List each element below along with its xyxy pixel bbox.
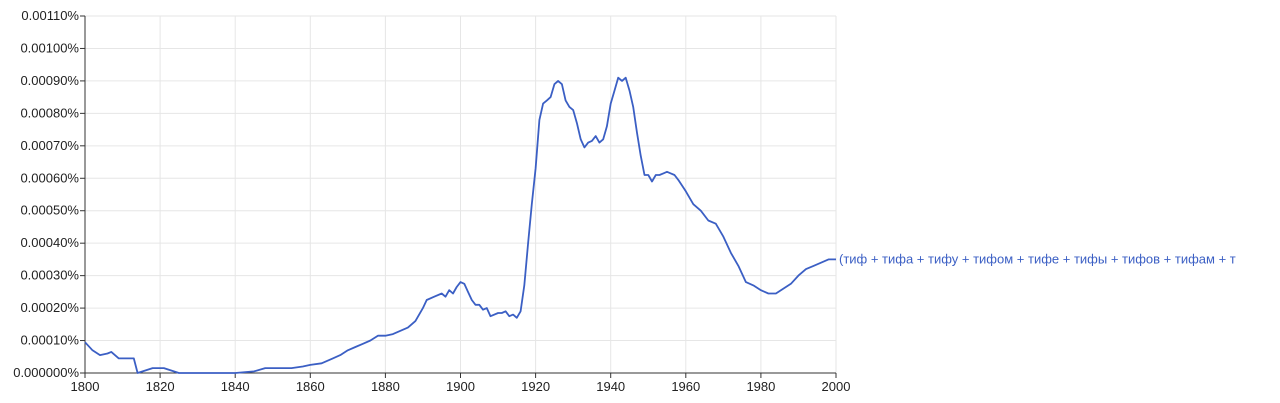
- y-tick-label: 0.00040%: [20, 235, 79, 250]
- y-tick-label: 0.00100%: [20, 40, 79, 55]
- x-tick-label: 1880: [371, 379, 400, 394]
- y-tick-label: 0.00030%: [20, 268, 79, 283]
- y-axis-ticks: 0.000000% 0.00010% 0.00020% 0.00030% 0.00040…: [13, 8, 85, 380]
- y-tick-label: 0.00010%: [20, 333, 79, 348]
- x-tick-label: 1800: [71, 379, 100, 394]
- series-group: (тиф + тифа + тифу + тифом + тифе + тифы…: [84, 76, 1236, 374]
- y-tick-label: 0.00070%: [20, 138, 79, 153]
- y-tick-label: 0.00080%: [20, 105, 79, 120]
- x-tick-label: 1920: [521, 379, 550, 394]
- x-tick-label: 1860: [296, 379, 325, 394]
- x-tick-label: 1820: [146, 379, 175, 394]
- x-tick-label: 1840: [221, 379, 250, 394]
- x-axis-ticks: 1800 1820 1840 1860 1880 1900 1920 1940 1960 1980…: [71, 373, 851, 394]
- y-tick-label: 0.000000%: [13, 365, 79, 380]
- x-tick-label: 1980: [746, 379, 775, 394]
- x-tick-label: 1940: [596, 379, 625, 394]
- x-tick-label: 1960: [671, 379, 700, 394]
- series-label[interactable]: (тиф + тифа + тифу + тифом + тифе + тифы…: [839, 251, 1236, 266]
- grid-lines: [84, 15, 837, 374]
- y-tick-label: 0.00110%: [21, 8, 79, 23]
- series-line[interactable]: [84, 76, 836, 374]
- y-tick-label: 0.00020%: [20, 300, 79, 315]
- x-tick-label: 1900: [446, 379, 475, 394]
- y-tick-label: 0.00060%: [20, 170, 79, 185]
- x-tick-label: 2000: [822, 379, 851, 394]
- y-tick-label: 0.00050%: [20, 203, 79, 218]
- y-tick-label: 0.00090%: [20, 73, 79, 88]
